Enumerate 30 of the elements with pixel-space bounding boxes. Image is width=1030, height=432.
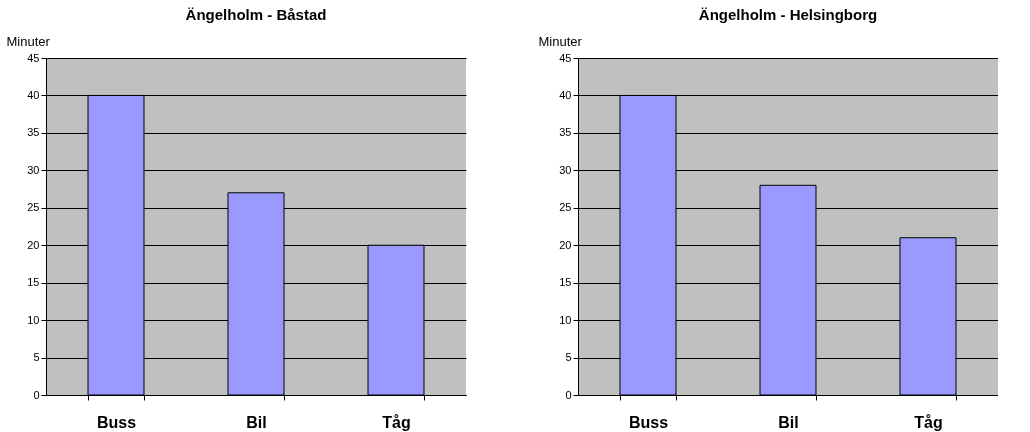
y-tick-label: 10 — [27, 313, 40, 326]
y-tick-label: 10 — [559, 313, 572, 326]
y-tick-label: 25 — [27, 201, 40, 214]
y-axis-title: Minuter — [6, 33, 51, 49]
chart-title: Ängelholm - Båstad — [185, 6, 327, 23]
y-tick-label: 20 — [559, 238, 572, 251]
y-tick-label: 30 — [27, 163, 40, 176]
chart-title: Ängelholm - Helsingborg — [698, 6, 878, 23]
y-tick-label: 15 — [27, 276, 40, 289]
y-tick-label: 5 — [565, 351, 572, 364]
y-tick-label: 20 — [27, 238, 40, 251]
y-tick-label: 35 — [27, 126, 40, 139]
x-tick-label: Buss — [628, 413, 669, 431]
y-tick-label: 5 — [33, 351, 40, 364]
x-tick-label: Tåg — [382, 413, 411, 431]
y-tick-label: 35 — [559, 126, 572, 139]
x-tick-label: Bil — [778, 413, 799, 431]
y-tick-label: 25 — [559, 201, 572, 214]
y-axis-title: Minuter — [538, 33, 583, 49]
y-tick-label: 45 — [27, 51, 40, 64]
x-tick-label: Buss — [96, 413, 137, 431]
y-tick-label: 45 — [559, 51, 572, 64]
y-tick-label: 0 — [565, 388, 572, 401]
y-tick-label: 15 — [559, 276, 572, 289]
x-tick-label: Tåg — [914, 413, 943, 431]
y-tick-label: 0 — [33, 388, 40, 401]
y-tick-label: 40 — [559, 88, 572, 101]
y-tick-label: 40 — [27, 88, 40, 101]
y-tick-label: 30 — [559, 163, 572, 176]
x-tick-label: Bil — [246, 413, 267, 431]
